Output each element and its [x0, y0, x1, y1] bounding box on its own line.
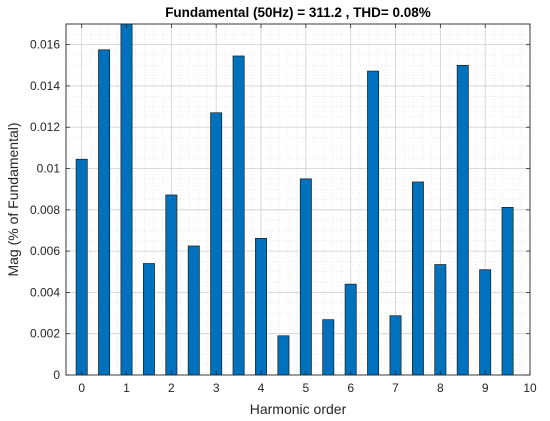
bar [367, 70, 380, 376]
x-tick-label: 5 [303, 381, 310, 395]
axes-box [65, 23, 531, 376]
bar [232, 55, 245, 376]
bar [434, 264, 447, 376]
bar [277, 335, 290, 376]
bar [322, 319, 335, 376]
x-tick-label: 3 [213, 381, 220, 395]
bar [389, 315, 402, 376]
x-tick-label: 0 [78, 381, 85, 395]
y-tick-label: 0 [53, 368, 60, 382]
y-tick-label: 0.01 [37, 162, 61, 176]
x-tick-label: 10 [523, 381, 537, 395]
x-tick-label: 7 [392, 381, 399, 395]
bar [120, 23, 133, 376]
bar [411, 181, 424, 376]
bar [142, 263, 155, 376]
bar [75, 158, 88, 376]
x-tick-label: 9 [482, 381, 489, 395]
x-axis-title: Harmonic order [250, 401, 347, 417]
x-tick-label: 8 [437, 381, 444, 395]
x-tick-label: 4 [258, 381, 265, 395]
y-tick-label: 0.006 [30, 244, 60, 258]
y-tick-label: 0.002 [30, 327, 60, 341]
bar [255, 237, 267, 376]
ticks-layer: 0 1 2 3 4 5 6 7 8 9 10 0 0.002 0.004 0.006 0.008 0.01 0.0… [30, 24, 537, 395]
bar [456, 64, 469, 376]
y-tick-label: 0.014 [30, 79, 60, 93]
bar [165, 194, 178, 376]
bar [299, 178, 312, 376]
y-axis-title: Mag (% of Fundamental) [5, 122, 21, 276]
x-tick-label: 2 [168, 381, 175, 395]
y-tick-label: 0.016 [30, 38, 60, 52]
bar [210, 112, 223, 376]
bar [344, 283, 357, 376]
y-tick-label: 0.004 [30, 285, 60, 299]
bar [98, 49, 111, 376]
axes-layer [65, 23, 531, 376]
x-tick-label: 6 [347, 381, 354, 395]
y-tick-label: 0.012 [30, 120, 60, 134]
bar [187, 245, 200, 376]
chart-title: Fundamental (50Hz) = 311.2 , THD= 0.08% [165, 5, 431, 20]
y-tick-label: 0.008 [30, 203, 60, 217]
bar [479, 269, 492, 376]
bars-layer [75, 23, 514, 376]
x-tick-label: 1 [123, 381, 130, 395]
bar [501, 207, 514, 376]
